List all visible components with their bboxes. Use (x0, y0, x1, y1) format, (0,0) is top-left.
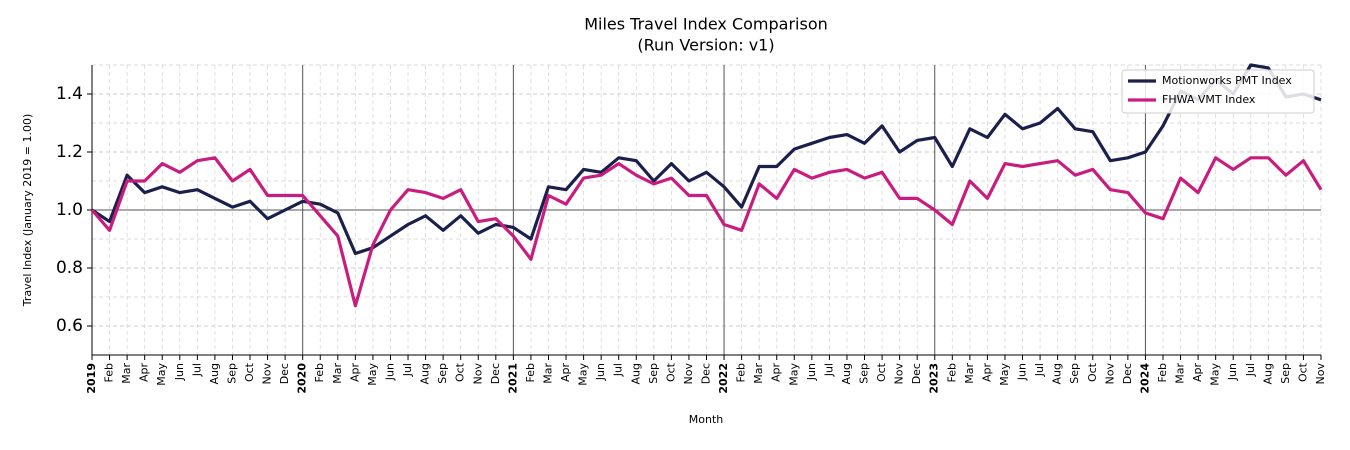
chart-title: Miles Travel Index Comparison (584, 15, 828, 34)
x-tick-label: Aug (840, 363, 853, 384)
x-tick-label: Jul (612, 363, 625, 377)
x-tick-label: Oct (664, 362, 677, 382)
x-tick-label: Sep (858, 363, 871, 384)
x-tick-label: Oct (454, 362, 467, 382)
x-tick-label: Nov (1103, 363, 1116, 385)
x-tick-label: May (787, 363, 800, 386)
x-tick-label: May (366, 363, 379, 386)
x-tick-label: Aug (629, 363, 642, 384)
x-tick-label: Jun (805, 363, 818, 381)
legend-label: FHWA VMT Index (1162, 93, 1256, 106)
x-tick-label: Aug (208, 363, 221, 384)
x-tick-label: 2023 (928, 363, 941, 394)
x-tick-label: Mar (963, 363, 976, 384)
x-tick-label: Apr (138, 363, 151, 383)
x-tick-label: Dec (910, 363, 923, 384)
x-tick-label: May (577, 363, 590, 386)
x-tick-label: Nov (682, 363, 695, 385)
x-tick-label: Oct (1086, 362, 1099, 382)
x-tick-label: Oct (243, 362, 256, 382)
x-tick-label: Feb (945, 363, 958, 382)
x-tick-label: Apr (559, 363, 572, 383)
x-axis-label: Month (689, 413, 724, 426)
x-tick-label: Apr (980, 363, 993, 383)
series-line (90, 156, 1323, 308)
x-tick-label: Jun (1226, 363, 1239, 381)
x-tick-label: Feb (103, 363, 116, 382)
x-tick-label: Jul (401, 363, 414, 377)
y-tick-label: 0.6 (56, 316, 83, 336)
x-tick-label: Dec (278, 363, 291, 384)
y-tick-label: 1.4 (56, 84, 83, 104)
x-tick-label: Apr (348, 363, 361, 383)
x-tick-label: Feb (1156, 363, 1169, 382)
x-tick-label: Apr (1191, 363, 1204, 383)
x-tick-label: 2020 (296, 363, 309, 394)
x-tick-label: Sep (1068, 363, 1081, 384)
y-axis-label: Travel Index (January 2019 = 1.00) (21, 114, 34, 307)
x-tick-label: Nov (471, 363, 484, 385)
x-tick-label: 2024 (1138, 363, 1151, 394)
y-tick-label: 1.0 (56, 200, 83, 220)
x-tick-label: Dec (489, 363, 502, 384)
x-tick-label: Dec (1121, 363, 1134, 384)
x-tick-label: Oct (875, 362, 888, 382)
x-tick-label: 2022 (717, 363, 730, 394)
x-tick-label: Jun (173, 363, 186, 381)
x-tick-label: Aug (1261, 363, 1274, 384)
x-tick-label: May (155, 363, 168, 386)
x-tick-label: Jul (1033, 363, 1046, 377)
x-tick-label: Feb (313, 363, 326, 382)
x-tick-label: Dec (700, 363, 713, 384)
x-tick-label: Mar (541, 363, 554, 384)
x-tick-label: Aug (419, 363, 432, 384)
chart-subtitle: (Run Version: v1) (637, 36, 774, 55)
x-tick-label: Sep (436, 363, 449, 384)
x-tick-label: Sep (225, 363, 238, 384)
x-tick-label: Aug (1051, 363, 1064, 384)
x-tick-label: Jul (1244, 363, 1257, 377)
x-tick-label: Oct (1296, 362, 1309, 382)
x-tick-label: Feb (524, 363, 537, 382)
y-tick-label: 0.8 (56, 258, 83, 278)
x-tick-label: Jul (822, 363, 835, 377)
x-tick-label: May (1209, 363, 1222, 386)
x-tick-label: Jul (190, 363, 203, 377)
x-tick-label: Nov (893, 363, 906, 385)
legend-label: Motionworks PMT Index (1162, 74, 1292, 87)
legend-box (1121, 69, 1315, 114)
x-tick-label: Mar (331, 363, 344, 384)
x-tick-label: Mar (752, 363, 765, 384)
x-tick-label: Nov (1314, 363, 1327, 385)
x-tick-label: Jun (383, 363, 396, 381)
x-tick-label: Nov (261, 363, 274, 385)
x-tick-label: Sep (647, 363, 660, 384)
x-tick-label: Jun (594, 363, 607, 381)
x-tick-label: 2021 (506, 363, 519, 394)
x-tick-label: Sep (1279, 363, 1292, 384)
x-tick-label: 2019 (85, 363, 98, 394)
series-line (91, 63, 1322, 256)
x-tick-label: Mar (1174, 363, 1187, 384)
x-tick-label: Feb (735, 363, 748, 382)
x-tick-label: Apr (770, 363, 783, 383)
x-tick-label: Jun (1016, 363, 1029, 381)
x-tick-label: Mar (120, 363, 133, 384)
y-tick-label: 1.2 (56, 142, 83, 162)
x-tick-label: May (998, 363, 1011, 386)
